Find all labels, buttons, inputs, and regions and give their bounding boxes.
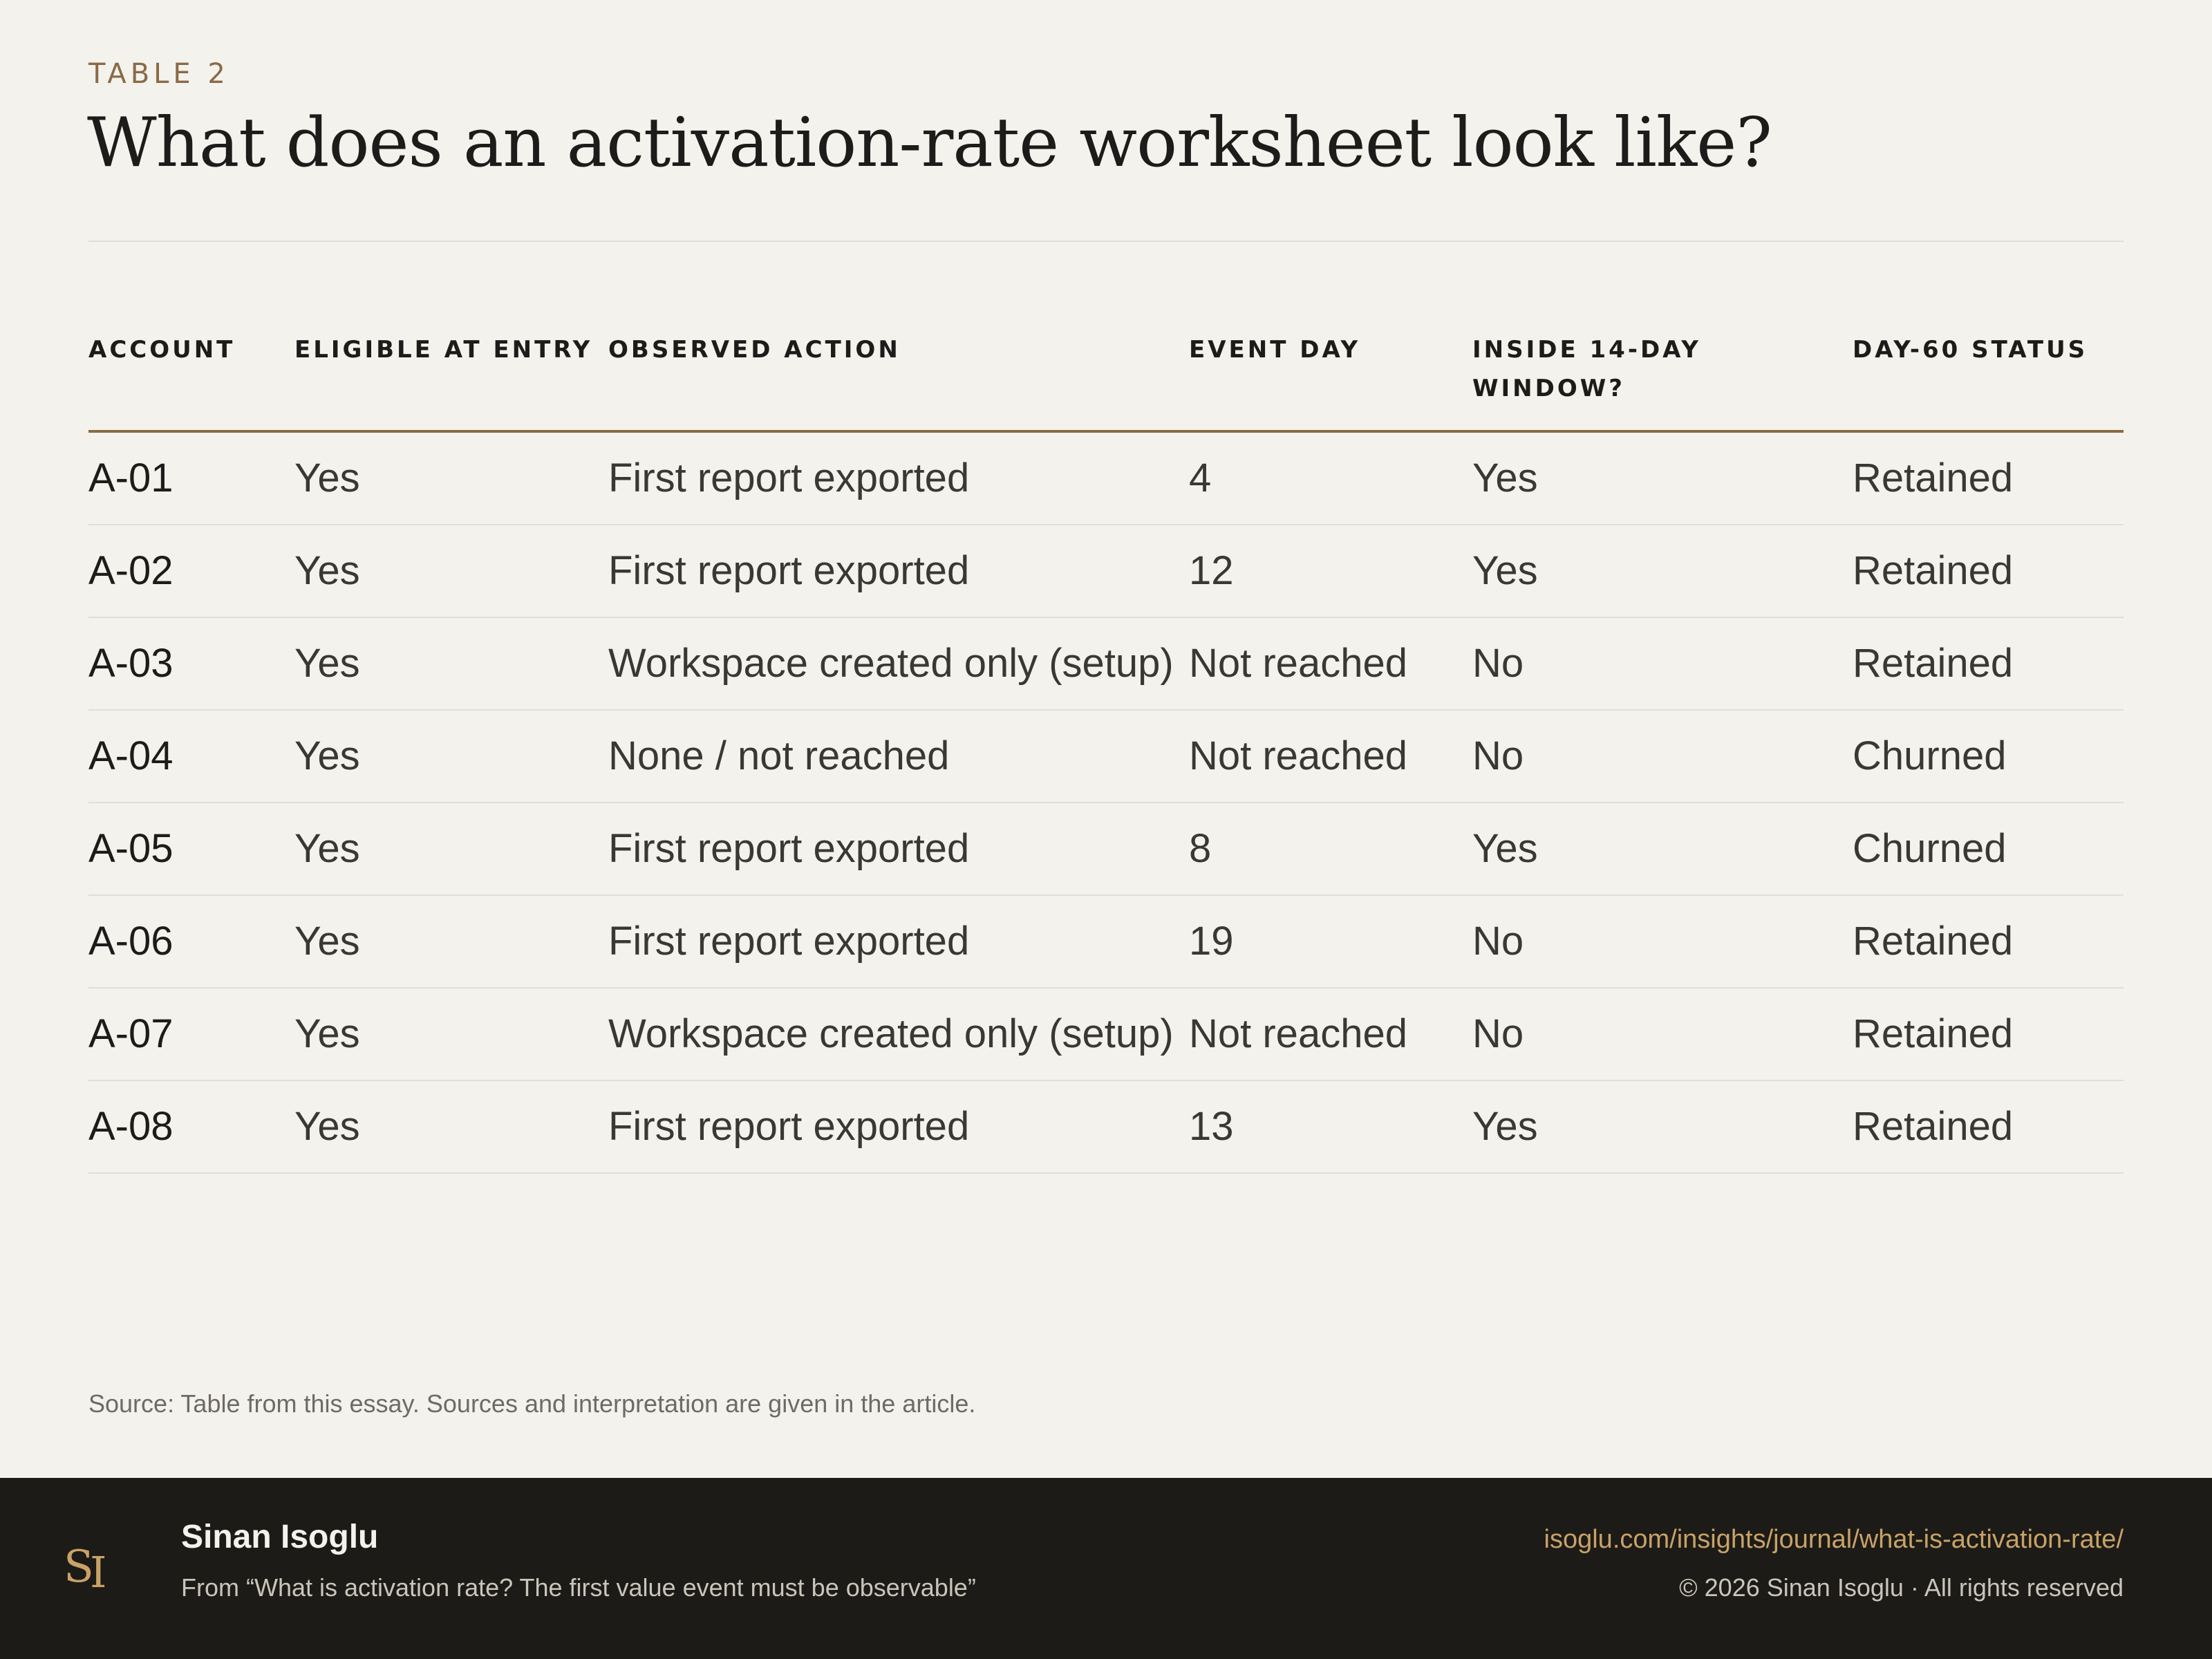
cell-day60-status: Retained bbox=[1853, 525, 2124, 618]
page-title: What does an activation-rate worksheet l… bbox=[87, 104, 1772, 182]
cell-event-day: 8 bbox=[1189, 803, 1472, 896]
cell-day60-status: Retained bbox=[1853, 1080, 2124, 1174]
table-header-row: ACCOUNT ELIGIBLE AT ENTRY OBSERVED ACTIO… bbox=[88, 330, 2124, 433]
table-row: A-08 Yes First report exported 13 Yes Re… bbox=[88, 1080, 2124, 1174]
activation-worksheet-table: ACCOUNT ELIGIBLE AT ENTRY OBSERVED ACTIO… bbox=[88, 330, 2124, 1174]
column-header-event-day: EVENT DAY bbox=[1189, 330, 1472, 433]
cell-observed-action: Workspace created only (setup) bbox=[608, 988, 1189, 1081]
cell-account: A-03 bbox=[88, 617, 294, 711]
cell-event-day: Not reached bbox=[1189, 988, 1472, 1081]
cell-event-day: 19 bbox=[1189, 895, 1472, 988]
cell-inside-window: No bbox=[1472, 617, 1853, 711]
cell-event-day: Not reached bbox=[1189, 710, 1472, 803]
cell-inside-window: Yes bbox=[1472, 1080, 1853, 1174]
cell-observed-action: Workspace created only (setup) bbox=[608, 617, 1189, 711]
column-header-day60-status: DAY-60 STATUS bbox=[1853, 330, 2124, 433]
cell-day60-status: Retained bbox=[1853, 431, 2124, 525]
cell-account: A-06 bbox=[88, 895, 294, 988]
column-header-observed-action: OBSERVED ACTION bbox=[608, 330, 1189, 433]
cell-event-day: 13 bbox=[1189, 1080, 1472, 1174]
cell-eligible: Yes bbox=[294, 617, 608, 711]
svg-text:I: I bbox=[90, 1547, 107, 1595]
table-eyebrow: TABLE 2 bbox=[88, 58, 229, 90]
cell-observed-action: First report exported bbox=[608, 895, 1189, 988]
cell-eligible: Yes bbox=[294, 895, 608, 988]
cell-day60-status: Retained bbox=[1853, 988, 2124, 1081]
cell-inside-window: Yes bbox=[1472, 803, 1853, 896]
cell-account: A-01 bbox=[88, 431, 294, 525]
table-row: A-01 Yes First report exported 4 Yes Ret… bbox=[88, 431, 2124, 525]
table-row: A-04 Yes None / not reached Not reached … bbox=[88, 710, 2124, 803]
table-row: A-05 Yes First report exported 8 Yes Chu… bbox=[88, 803, 2124, 896]
svg-text:S: S bbox=[64, 1541, 94, 1593]
article-url-link[interactable]: isoglu.com/insights/journal/what-is-acti… bbox=[1544, 1525, 2124, 1554]
cell-inside-window: Yes bbox=[1472, 431, 1853, 525]
author-name: Sinan Isoglu bbox=[181, 1519, 379, 1555]
cell-eligible: Yes bbox=[294, 988, 608, 1081]
cell-observed-action: First report exported bbox=[608, 1080, 1189, 1174]
cell-day60-status: Retained bbox=[1853, 617, 2124, 711]
cell-eligible: Yes bbox=[294, 431, 608, 525]
cell-observed-action: First report exported bbox=[608, 803, 1189, 896]
cell-day60-status: Churned bbox=[1853, 803, 2124, 896]
monogram-logo-icon: S I bbox=[64, 1541, 107, 1595]
source-note: Source: Table from this essay. Sources a… bbox=[88, 1389, 976, 1418]
table-row: A-03 Yes Workspace created only (setup) … bbox=[88, 617, 2124, 711]
cell-inside-window: Yes bbox=[1472, 525, 1853, 618]
footer-bar bbox=[0, 1478, 2212, 1659]
cell-account: A-08 bbox=[88, 1080, 294, 1174]
table-row: A-02 Yes First report exported 12 Yes Re… bbox=[88, 525, 2124, 618]
column-header-inside-window: INSIDE 14-DAY WINDOW? bbox=[1472, 330, 1853, 433]
cell-event-day: Not reached bbox=[1189, 617, 1472, 711]
cell-observed-action: First report exported bbox=[608, 525, 1189, 618]
cell-event-day: 4 bbox=[1189, 431, 1472, 525]
cell-inside-window: No bbox=[1472, 710, 1853, 803]
cell-observed-action: First report exported bbox=[608, 431, 1189, 525]
column-header-eligible: ELIGIBLE AT ENTRY bbox=[294, 330, 608, 433]
cell-eligible: Yes bbox=[294, 710, 608, 803]
title-divider bbox=[88, 241, 2124, 242]
table-row: A-07 Yes Workspace created only (setup) … bbox=[88, 988, 2124, 1081]
cell-observed-action: None / not reached bbox=[608, 710, 1189, 803]
copyright-notice: © 2026 Sinan Isoglu · All rights reserve… bbox=[1679, 1573, 2124, 1602]
cell-day60-status: Churned bbox=[1853, 710, 2124, 803]
cell-eligible: Yes bbox=[294, 1080, 608, 1174]
cell-account: A-04 bbox=[88, 710, 294, 803]
cell-inside-window: No bbox=[1472, 988, 1853, 1081]
cell-account: A-02 bbox=[88, 525, 294, 618]
article-reference: From “What is activation rate? The first… bbox=[181, 1573, 976, 1602]
cell-account: A-07 bbox=[88, 988, 294, 1081]
cell-eligible: Yes bbox=[294, 525, 608, 618]
cell-day60-status: Retained bbox=[1853, 895, 2124, 988]
cell-inside-window: No bbox=[1472, 895, 1853, 988]
cell-eligible: Yes bbox=[294, 803, 608, 896]
table-row: A-06 Yes First report exported 19 No Ret… bbox=[88, 895, 2124, 988]
cell-event-day: 12 bbox=[1189, 525, 1472, 618]
cell-account: A-05 bbox=[88, 803, 294, 896]
column-header-account: ACCOUNT bbox=[88, 330, 294, 433]
